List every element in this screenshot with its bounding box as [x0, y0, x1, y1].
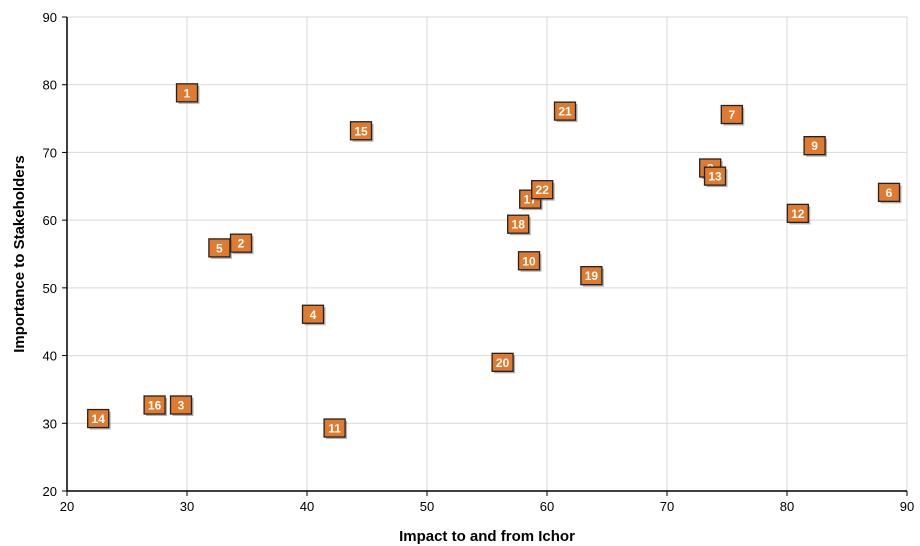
x-axis-title: Impact to and from Ichor	[399, 528, 575, 545]
tick-labels: 20 30 40 50 60 70 80 90 20 30 40 50 60 70 80 90	[43, 10, 915, 514]
y-tick-label: 60	[43, 213, 57, 228]
point-label: 22	[536, 183, 550, 197]
point-label: 12	[791, 207, 805, 221]
data-point-15: 15	[349, 121, 374, 142]
y-tick-label: 70	[43, 145, 57, 160]
y-tick-label: 30	[43, 416, 57, 431]
x-tick-label: 70	[660, 499, 674, 514]
point-marker	[507, 214, 530, 234]
y-tick-label: 80	[43, 78, 57, 93]
x-tick-label: 40	[300, 499, 314, 514]
point-marker	[720, 104, 743, 125]
point-marker	[323, 418, 346, 438]
point-marker	[491, 352, 514, 372]
data-point-4: 4	[301, 304, 326, 326]
point-label: 5	[216, 241, 223, 255]
y-tick-label: 20	[43, 484, 57, 499]
data-point-16: 16	[143, 395, 168, 417]
point-marker	[87, 408, 110, 429]
x-tick-label: 60	[540, 499, 554, 514]
point-marker	[803, 136, 826, 156]
point-label: 7	[728, 108, 735, 122]
point-marker	[517, 251, 541, 271]
data-point-3: 3	[169, 395, 194, 417]
data-point-10: 10	[517, 251, 542, 272]
data-point-19: 19	[580, 266, 604, 287]
point-label: 6	[886, 186, 893, 200]
y-tick-label: 90	[43, 10, 57, 25]
point-label: 16	[148, 399, 162, 413]
point-marker	[301, 304, 325, 324]
y-axis-title: Importance to Stakeholders	[11, 155, 28, 353]
point-label: 10	[522, 254, 536, 268]
y-tick-label: 50	[43, 281, 57, 296]
point-marker	[703, 166, 727, 186]
point-marker	[553, 101, 577, 121]
data-point-20: 20	[491, 352, 516, 374]
point-marker	[143, 395, 166, 415]
data-point-11: 11	[323, 418, 348, 440]
data-point-22: 22	[531, 180, 555, 201]
point-label: 4	[310, 308, 317, 322]
axes	[62, 16, 908, 496]
data-point-14: 14	[87, 408, 111, 430]
point-label: 18	[512, 218, 526, 232]
point-label: 11	[328, 422, 341, 436]
point-label: 1	[184, 86, 191, 100]
x-tick-label: 50	[420, 499, 434, 514]
data-point-12: 12	[786, 203, 811, 225]
point-marker	[580, 266, 603, 286]
data-point-2: 2	[229, 233, 254, 255]
point-marker	[349, 121, 373, 141]
point-label: 21	[558, 105, 572, 119]
x-tick-label: 80	[780, 499, 794, 514]
point-label: 2	[238, 237, 245, 251]
data-point-7: 7	[720, 104, 745, 126]
data-point-1: 1	[175, 83, 200, 104]
point-marker	[786, 203, 809, 224]
point-label: 9	[811, 139, 818, 153]
point-label: 20	[496, 356, 510, 370]
point-label: 14	[92, 412, 106, 426]
point-label: 3	[178, 399, 185, 413]
point-marker	[531, 180, 554, 200]
point-marker	[877, 182, 901, 203]
grid-lines	[67, 16, 908, 491]
data-point-6: 6	[877, 182, 902, 204]
data-point-21: 21	[553, 101, 578, 123]
data-points: 12345678910111213141516171819202122	[87, 83, 902, 440]
x-tick-label: 30	[180, 499, 194, 514]
data-point-13: 13	[703, 166, 728, 188]
x-tick-label: 20	[60, 499, 74, 514]
point-label: 19	[585, 269, 599, 283]
point-label: 15	[354, 124, 368, 138]
data-point-5: 5	[208, 238, 232, 259]
x-tick-label: 90	[900, 499, 914, 514]
point-marker	[169, 395, 193, 415]
point-marker	[208, 238, 231, 258]
data-point-9: 9	[803, 136, 828, 157]
point-marker	[175, 83, 199, 103]
point-label: 13	[708, 170, 722, 184]
data-point-18: 18	[507, 214, 531, 236]
y-tick-label: 40	[43, 349, 57, 364]
